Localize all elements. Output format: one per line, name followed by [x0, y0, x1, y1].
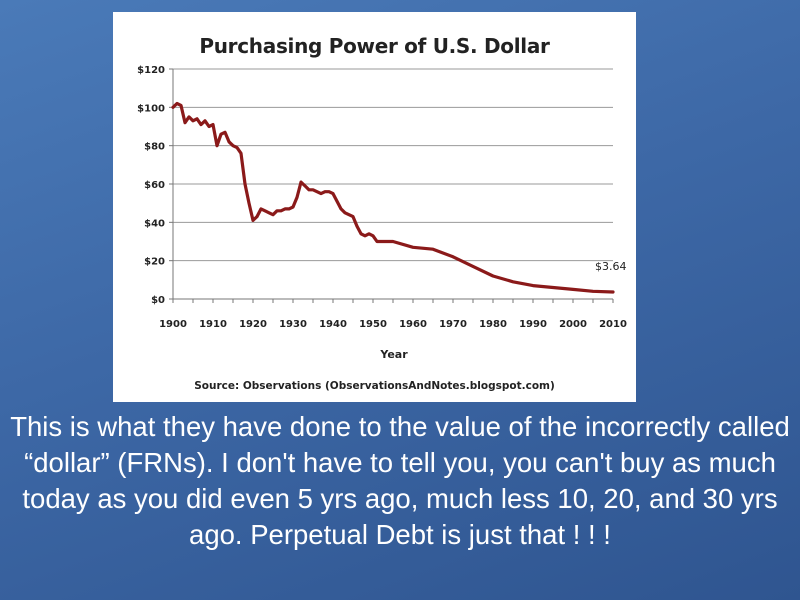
series-line	[171, 101, 615, 294]
data-point	[215, 144, 219, 147]
data-point	[347, 213, 351, 216]
data-point	[295, 196, 299, 199]
data-point	[267, 211, 271, 215]
data-point	[355, 224, 359, 228]
data-point	[551, 286, 555, 289]
data-point	[235, 146, 239, 149]
x-tick-labels: 1900 1910 1920 1930 1940 1950 1960 1970 1980 1990…	[159, 319, 627, 330]
data-point	[263, 209, 267, 213]
x-tick-label: 1900	[159, 319, 187, 330]
data-point	[239, 152, 243, 155]
data-point	[191, 119, 195, 123]
data-point	[571, 288, 575, 291]
data-point	[323, 190, 327, 193]
y-tick-label: $100	[137, 103, 165, 114]
data-point	[431, 247, 435, 251]
data-point	[291, 205, 295, 209]
data-point	[247, 201, 251, 205]
data-point	[311, 188, 315, 192]
data-point	[195, 117, 199, 121]
data-point	[471, 265, 475, 268]
series-layer	[171, 101, 615, 294]
data-point	[259, 207, 263, 211]
data-point	[303, 184, 307, 188]
data-point	[223, 130, 227, 134]
data-point	[203, 119, 207, 123]
data-point	[279, 209, 283, 213]
data-point	[207, 125, 211, 128]
data-point	[175, 102, 179, 105]
data-point	[255, 215, 259, 218]
chart-panel: Purchasing Power of U.S. Dollar $0 $20 $40…	[113, 12, 636, 402]
data-point	[299, 180, 303, 184]
data-point	[335, 199, 339, 203]
y-tick-label: $40	[144, 218, 165, 229]
x-tick-label: 1920	[239, 319, 267, 330]
y-tick-label: $60	[144, 180, 165, 191]
data-point	[343, 211, 347, 215]
data-point	[591, 290, 595, 293]
gridlines	[173, 68, 613, 300]
data-point	[351, 215, 355, 218]
data-point	[327, 190, 331, 193]
data-point	[411, 245, 415, 249]
data-point	[227, 140, 231, 144]
x-tick-label: 1950	[359, 319, 387, 330]
data-point	[307, 188, 311, 192]
data-point	[511, 280, 515, 284]
data-point	[491, 274, 495, 278]
axes	[169, 68, 614, 303]
slide-caption: This is what they have done to the value…	[10, 411, 790, 550]
x-tick-label: 2000	[559, 319, 587, 330]
data-point	[375, 240, 379, 243]
y-tick-label: $120	[137, 65, 165, 76]
x-tick-label: 1970	[439, 319, 467, 330]
data-point	[331, 192, 335, 195]
y-tick-label: $80	[144, 142, 165, 153]
data-point	[179, 104, 183, 107]
data-point	[371, 234, 375, 238]
chart-title: Purchasing Power of U.S. Dollar	[199, 34, 550, 58]
data-point	[183, 121, 187, 124]
x-axis-label: Year	[379, 348, 408, 361]
data-point	[243, 182, 247, 186]
data-point	[359, 232, 363, 236]
x-tick-label: 2010	[599, 319, 627, 330]
data-point	[367, 232, 371, 236]
data-point	[391, 240, 395, 243]
data-point	[271, 213, 275, 216]
data-point	[283, 207, 287, 211]
y-tick-label: $0	[151, 295, 165, 306]
data-point	[219, 132, 223, 136]
x-tick-label: 1980	[479, 319, 507, 330]
x-tick-label: 1930	[279, 319, 307, 330]
line-chart: $0$20$40$60$80$100$120 1900 1910 1920 1930 1…	[137, 65, 627, 361]
data-point	[275, 209, 279, 213]
data-point	[319, 192, 323, 195]
data-point	[379, 240, 383, 243]
x-tick-label: 1990	[519, 319, 547, 330]
x-tick-label: 1960	[399, 319, 427, 330]
data-point	[187, 115, 191, 119]
end-value-annotation: $3.64	[595, 260, 627, 273]
data-point	[451, 255, 455, 259]
data-point	[231, 144, 235, 147]
data-point	[363, 234, 367, 238]
y-tick-label: $20	[144, 257, 165, 268]
x-tick-label: 1910	[199, 319, 227, 330]
data-point	[251, 219, 255, 222]
data-point	[171, 106, 175, 109]
data-point	[611, 290, 615, 294]
data-point	[531, 284, 535, 287]
data-point	[199, 123, 203, 126]
x-tick-label: 1940	[319, 319, 347, 330]
y-tick-labels: $0 $20 $40 $60 $80 $100 $120	[137, 65, 165, 306]
data-point	[315, 190, 319, 193]
data-point	[211, 123, 215, 126]
data-point	[287, 207, 291, 211]
source-note: Source: Observations (ObservationsAndNot…	[194, 380, 555, 392]
data-point	[339, 207, 343, 211]
